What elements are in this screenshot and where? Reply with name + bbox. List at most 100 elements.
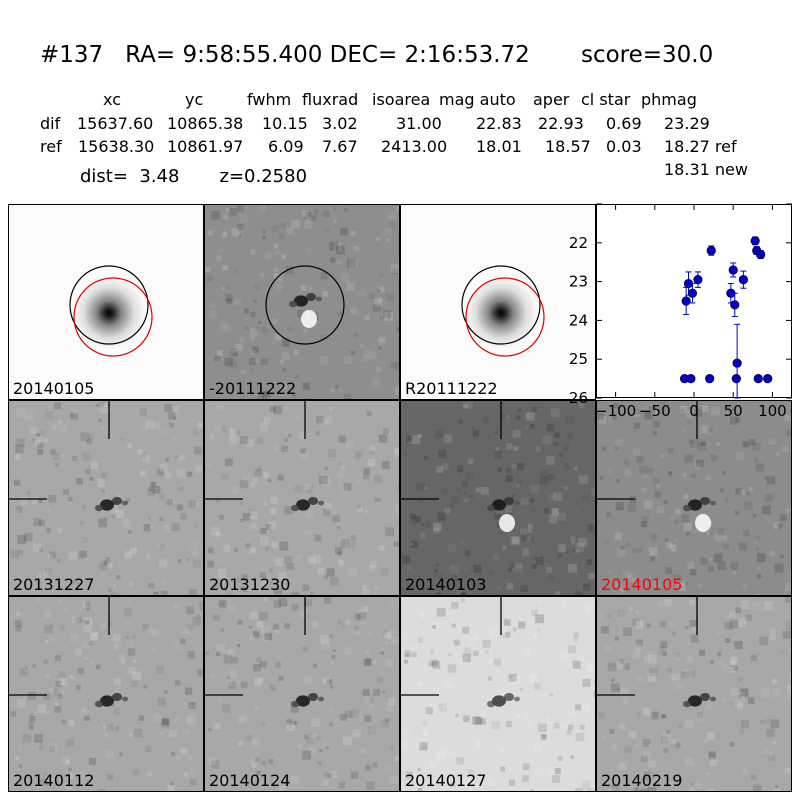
panel-date-label: 20140124: [209, 771, 291, 790]
source-blob: [688, 695, 702, 707]
column-header: fwhm: [247, 90, 292, 109]
cell: 2413.00: [381, 137, 448, 156]
residual-blob: [301, 310, 317, 328]
image-panel: -20111222: [204, 204, 400, 400]
cell: 3.02: [322, 114, 358, 133]
source-blob: [296, 499, 310, 511]
cell: 18.27 ref: [664, 137, 737, 156]
source-blob: [318, 500, 324, 506]
image-panel: 20140219: [596, 596, 792, 792]
cell: 0.69: [606, 114, 642, 133]
image-panel: 20131227: [8, 400, 204, 596]
data-point: [693, 275, 703, 285]
source-blob: [95, 504, 103, 512]
source-blob: [291, 700, 299, 708]
source-blob: [294, 295, 308, 307]
cell: 15637.60: [77, 114, 154, 133]
column-header: phmag: [641, 90, 697, 109]
galaxy-core: [465, 277, 537, 349]
panel-date-label: 20140105: [601, 575, 683, 594]
source-blob: [95, 700, 103, 708]
galaxy-core: [73, 277, 145, 349]
ref-aperture-circle: [461, 265, 541, 345]
source-blob: [514, 500, 520, 506]
column-header: yc: [185, 90, 204, 109]
source-blob: [492, 695, 506, 707]
source-blob: [683, 700, 691, 708]
source-blob: [487, 504, 495, 512]
x-tick-label: 0: [689, 402, 699, 420]
source-blob: [306, 293, 316, 301]
cell: 31.00: [396, 114, 442, 133]
source-blob: [112, 497, 122, 505]
data-point: [750, 236, 760, 246]
data-point: [732, 358, 742, 368]
data-point: [730, 300, 740, 310]
row-label: dif: [40, 114, 61, 133]
stamp-image: [461, 265, 545, 357]
panel-date-label: 20131227: [13, 575, 95, 594]
cell: 22.83: [476, 114, 522, 133]
dist-z-readout: dist= 3.48 z=0.2580: [80, 166, 308, 187]
page-title: #137 RA= 9:58:55.400 DEC= 2:16:53.72 sco…: [40, 42, 714, 68]
image-panel: 20140105: [8, 204, 204, 400]
panel-date-label: R20111222: [405, 379, 498, 398]
source-blob: [122, 696, 128, 702]
column-header: cl star: [581, 90, 631, 109]
cell: 7.67: [322, 137, 358, 156]
source-blob: [688, 499, 702, 511]
image-panel: 20140112: [8, 596, 204, 792]
column-header: isoarea: [372, 90, 431, 109]
column-header: xc: [103, 90, 121, 109]
data-point: [763, 374, 773, 384]
image-panel: 20140127: [400, 596, 596, 792]
data-point: [738, 275, 748, 285]
stamp-image: [205, 597, 399, 791]
source-blob: [514, 696, 520, 702]
stamp-image: [597, 401, 791, 595]
cell: 10865.38: [167, 114, 244, 133]
column-header: aper: [533, 90, 570, 109]
stamp-image: [205, 205, 399, 399]
data-point: [705, 374, 715, 384]
stamp-image: [401, 401, 595, 595]
data-point: [681, 296, 691, 306]
data-point: [686, 374, 696, 384]
source-blob: [504, 693, 514, 701]
panel-date-label: 20140127: [405, 771, 487, 790]
stamp-image: [401, 597, 595, 791]
image-panel: R20111222: [400, 204, 596, 400]
cell: 10861.97: [167, 137, 244, 156]
x-tick-label: −50: [639, 402, 671, 420]
panel-date-label: 20140105: [13, 379, 95, 398]
data-point: [687, 288, 698, 298]
source-blob: [289, 300, 297, 308]
y-tick-label: 23: [569, 273, 588, 291]
light-curve-plot: 22 23 24 25 26 −100 −50 0 50 100: [569, 203, 792, 420]
cell: 18.01: [476, 137, 522, 156]
panel-date-label: 20140103: [405, 575, 487, 594]
source-blob: [112, 693, 122, 701]
data-point: [728, 265, 738, 275]
source-blob: [492, 499, 506, 511]
stamp-image: [597, 597, 791, 791]
y-tick-label: 26: [569, 389, 588, 407]
y-tick-label: 22: [569, 234, 588, 252]
column-header: fluxrad: [302, 90, 359, 109]
x-tick-label: −100: [595, 402, 636, 420]
panel-date-label: -20111222: [209, 379, 297, 398]
source-blob: [100, 499, 114, 511]
source-blob: [308, 693, 318, 701]
source-blob: [710, 500, 716, 506]
source-blob: [100, 695, 114, 707]
stamp-image: [205, 401, 399, 595]
stamp-image: [69, 265, 153, 357]
image-panel: 20140103: [400, 400, 596, 596]
source-blob: [122, 500, 128, 506]
panel-date-label: 20140219: [601, 771, 683, 790]
stamp-image: [9, 401, 203, 595]
source-blob: [308, 497, 318, 505]
cell: 22.93: [538, 114, 584, 133]
cell: 6.09: [268, 137, 304, 156]
ref-aperture-circle: [69, 265, 149, 345]
